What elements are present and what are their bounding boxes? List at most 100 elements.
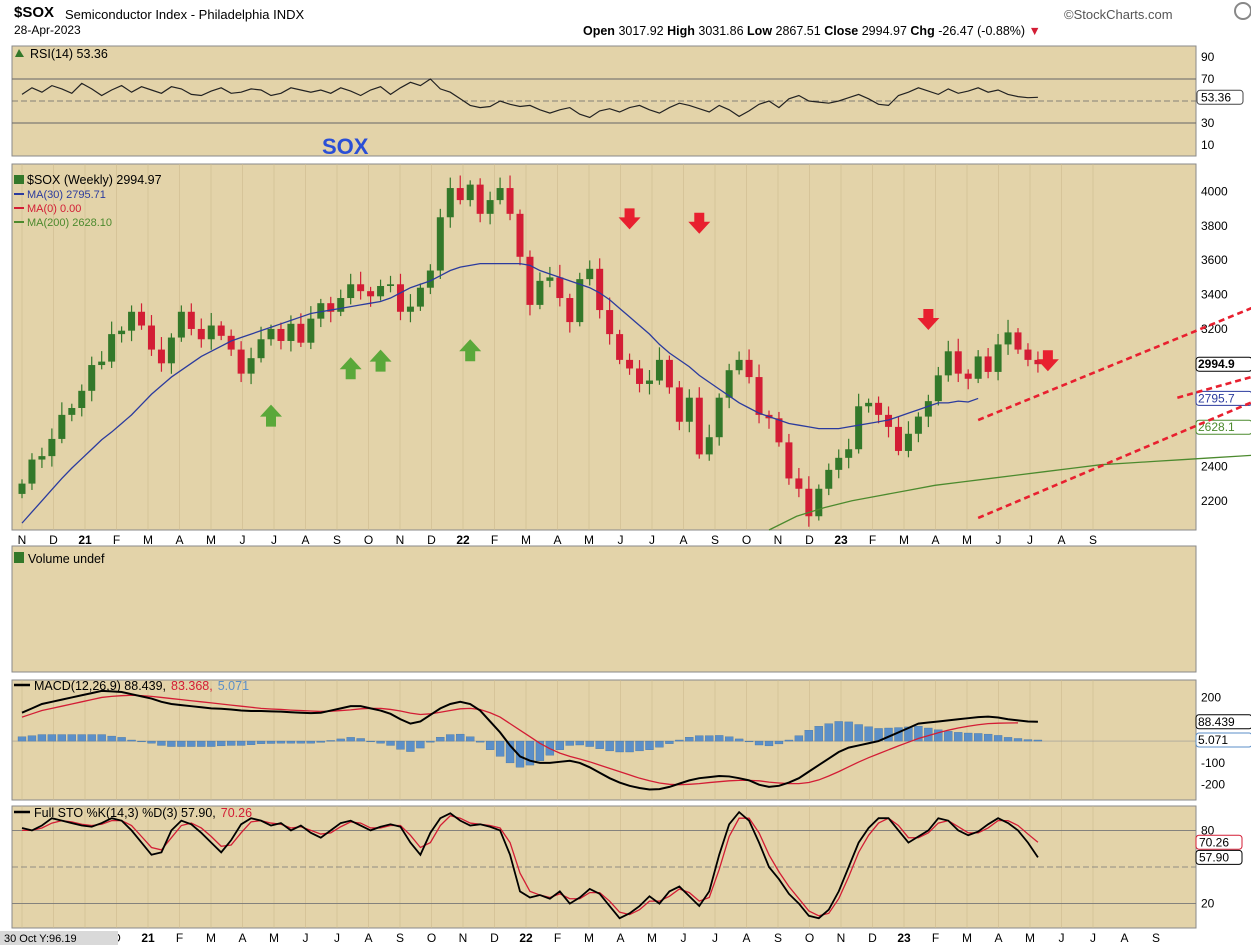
candle-body xyxy=(1004,332,1012,345)
x-tick-label: M xyxy=(962,533,972,547)
sto-d-label: 70.26 xyxy=(1199,835,1229,849)
x-tick-label-bottom: A xyxy=(616,931,624,945)
candle-body xyxy=(685,397,693,422)
high-label: High xyxy=(667,24,695,38)
candle-body xyxy=(227,335,235,350)
price-tick-label: 4000 xyxy=(1201,184,1228,198)
ma30-value-box-label: 2795.7 xyxy=(1198,391,1235,405)
candle-body xyxy=(247,358,255,374)
candle-body xyxy=(954,351,962,374)
candle-body xyxy=(665,359,673,388)
index-title: Semiconductor Index - Philadelphia xyxy=(65,7,270,22)
candle-body xyxy=(217,325,225,336)
candle-body xyxy=(347,284,355,299)
macd-hist-bar xyxy=(784,739,794,742)
macd-hist-bar xyxy=(495,740,505,757)
sto-tick-label: 20 xyxy=(1201,897,1215,911)
candle-body xyxy=(406,306,414,312)
macd-hist-bar xyxy=(416,740,425,749)
x-tick-label-bottom: M xyxy=(206,931,216,945)
candle-body xyxy=(526,256,534,305)
x-tick-label: 23 xyxy=(834,533,848,547)
rsi-tick-label: 30 xyxy=(1201,116,1215,130)
macd-hist-bar xyxy=(296,740,306,744)
macd-hist-bar xyxy=(595,740,604,749)
macd-hist-bar xyxy=(505,740,515,764)
candle-body xyxy=(456,188,464,201)
macd-hist-bar xyxy=(67,734,76,742)
channel-line xyxy=(977,306,1251,422)
candle-body xyxy=(805,488,813,517)
candle-body xyxy=(785,442,793,479)
candle-body xyxy=(267,328,275,340)
price-legend-label: MA(200) 2628.10 xyxy=(27,217,112,229)
x-tick-label-bottom: S xyxy=(396,931,404,945)
macd-hist-bar xyxy=(117,737,126,742)
candle-body xyxy=(875,402,883,415)
candle-body xyxy=(865,402,873,407)
macd-hist-bar xyxy=(964,732,973,742)
macd-hist-bar xyxy=(535,740,545,761)
candle-body xyxy=(277,328,285,341)
candle-body xyxy=(157,349,165,364)
cursor-readout-box xyxy=(0,931,118,945)
candle-body xyxy=(416,287,424,307)
macd-hist-bar xyxy=(17,736,27,742)
candle-body xyxy=(396,284,404,312)
x-tick-label-bottom: D xyxy=(490,931,499,945)
macd-hist-bar xyxy=(147,740,156,744)
x-tick-label-bottom: J xyxy=(681,931,687,945)
x-tick-label: D xyxy=(805,533,814,547)
macd-hist-bar xyxy=(256,740,266,744)
candle-body xyxy=(695,397,703,455)
x-tick-label: J xyxy=(996,533,1002,547)
price-legend-label: $SOX (Weekly) 2994.97 xyxy=(27,173,162,187)
x-tick-label-bottom: J xyxy=(334,931,340,945)
candle-body xyxy=(98,361,106,366)
candle-body xyxy=(38,456,46,460)
candle-body xyxy=(68,408,76,415)
x-tick-label: S xyxy=(711,533,719,547)
x-tick-label: O xyxy=(364,533,373,547)
candle-body xyxy=(446,188,454,218)
x-tick-label-bottom: O xyxy=(805,931,814,945)
macd-hist-box xyxy=(1195,732,1251,748)
candle-body xyxy=(755,377,763,415)
macd-hist-bar xyxy=(137,740,146,743)
macd-hist-bar xyxy=(177,740,186,747)
x-tick-label: J xyxy=(618,533,624,547)
macd-hist-bar xyxy=(794,735,804,742)
green-up-arrow-icon xyxy=(369,349,392,372)
candle-body xyxy=(596,268,604,311)
price-tick-label: 3400 xyxy=(1201,288,1228,302)
x-tick-label: O xyxy=(742,533,751,547)
macd-hist-bar xyxy=(466,736,475,742)
x-tick-label-bottom: J xyxy=(1059,931,1065,945)
volume-legend-icon xyxy=(14,552,24,563)
sto-legend-label: 70.26 xyxy=(221,806,252,820)
x-tick-label: A xyxy=(553,533,561,547)
macd-hist-bar xyxy=(187,740,196,747)
sto-tick-label: 80 xyxy=(1201,823,1215,837)
macd-hist-bar xyxy=(635,740,644,752)
x-tick-label: A xyxy=(1057,533,1065,547)
macd-hist-bar xyxy=(27,735,37,742)
x-tick-label-bottom: J xyxy=(712,931,718,945)
price-tick-label: 2200 xyxy=(1201,494,1228,508)
candle-body xyxy=(735,359,743,371)
macd-hist-bar xyxy=(695,735,704,742)
candle-body xyxy=(556,277,564,299)
macd-hist-bar xyxy=(306,740,315,744)
x-tick-label-bottom: M xyxy=(584,931,594,945)
macd-hist-bar xyxy=(346,737,355,742)
macd-hist-bar xyxy=(555,740,564,750)
macd-hist-bar xyxy=(685,737,694,742)
x-tick-label-bottom: J xyxy=(303,931,309,945)
macd-hist-bar xyxy=(157,740,166,746)
sto-k-box xyxy=(1195,849,1243,865)
ma200-line xyxy=(768,454,1251,531)
macd-hist-bar xyxy=(37,734,47,742)
price-legend-label: MA(0) 0.00 xyxy=(27,203,81,215)
rsi-tick-label: 70 xyxy=(1201,72,1215,86)
